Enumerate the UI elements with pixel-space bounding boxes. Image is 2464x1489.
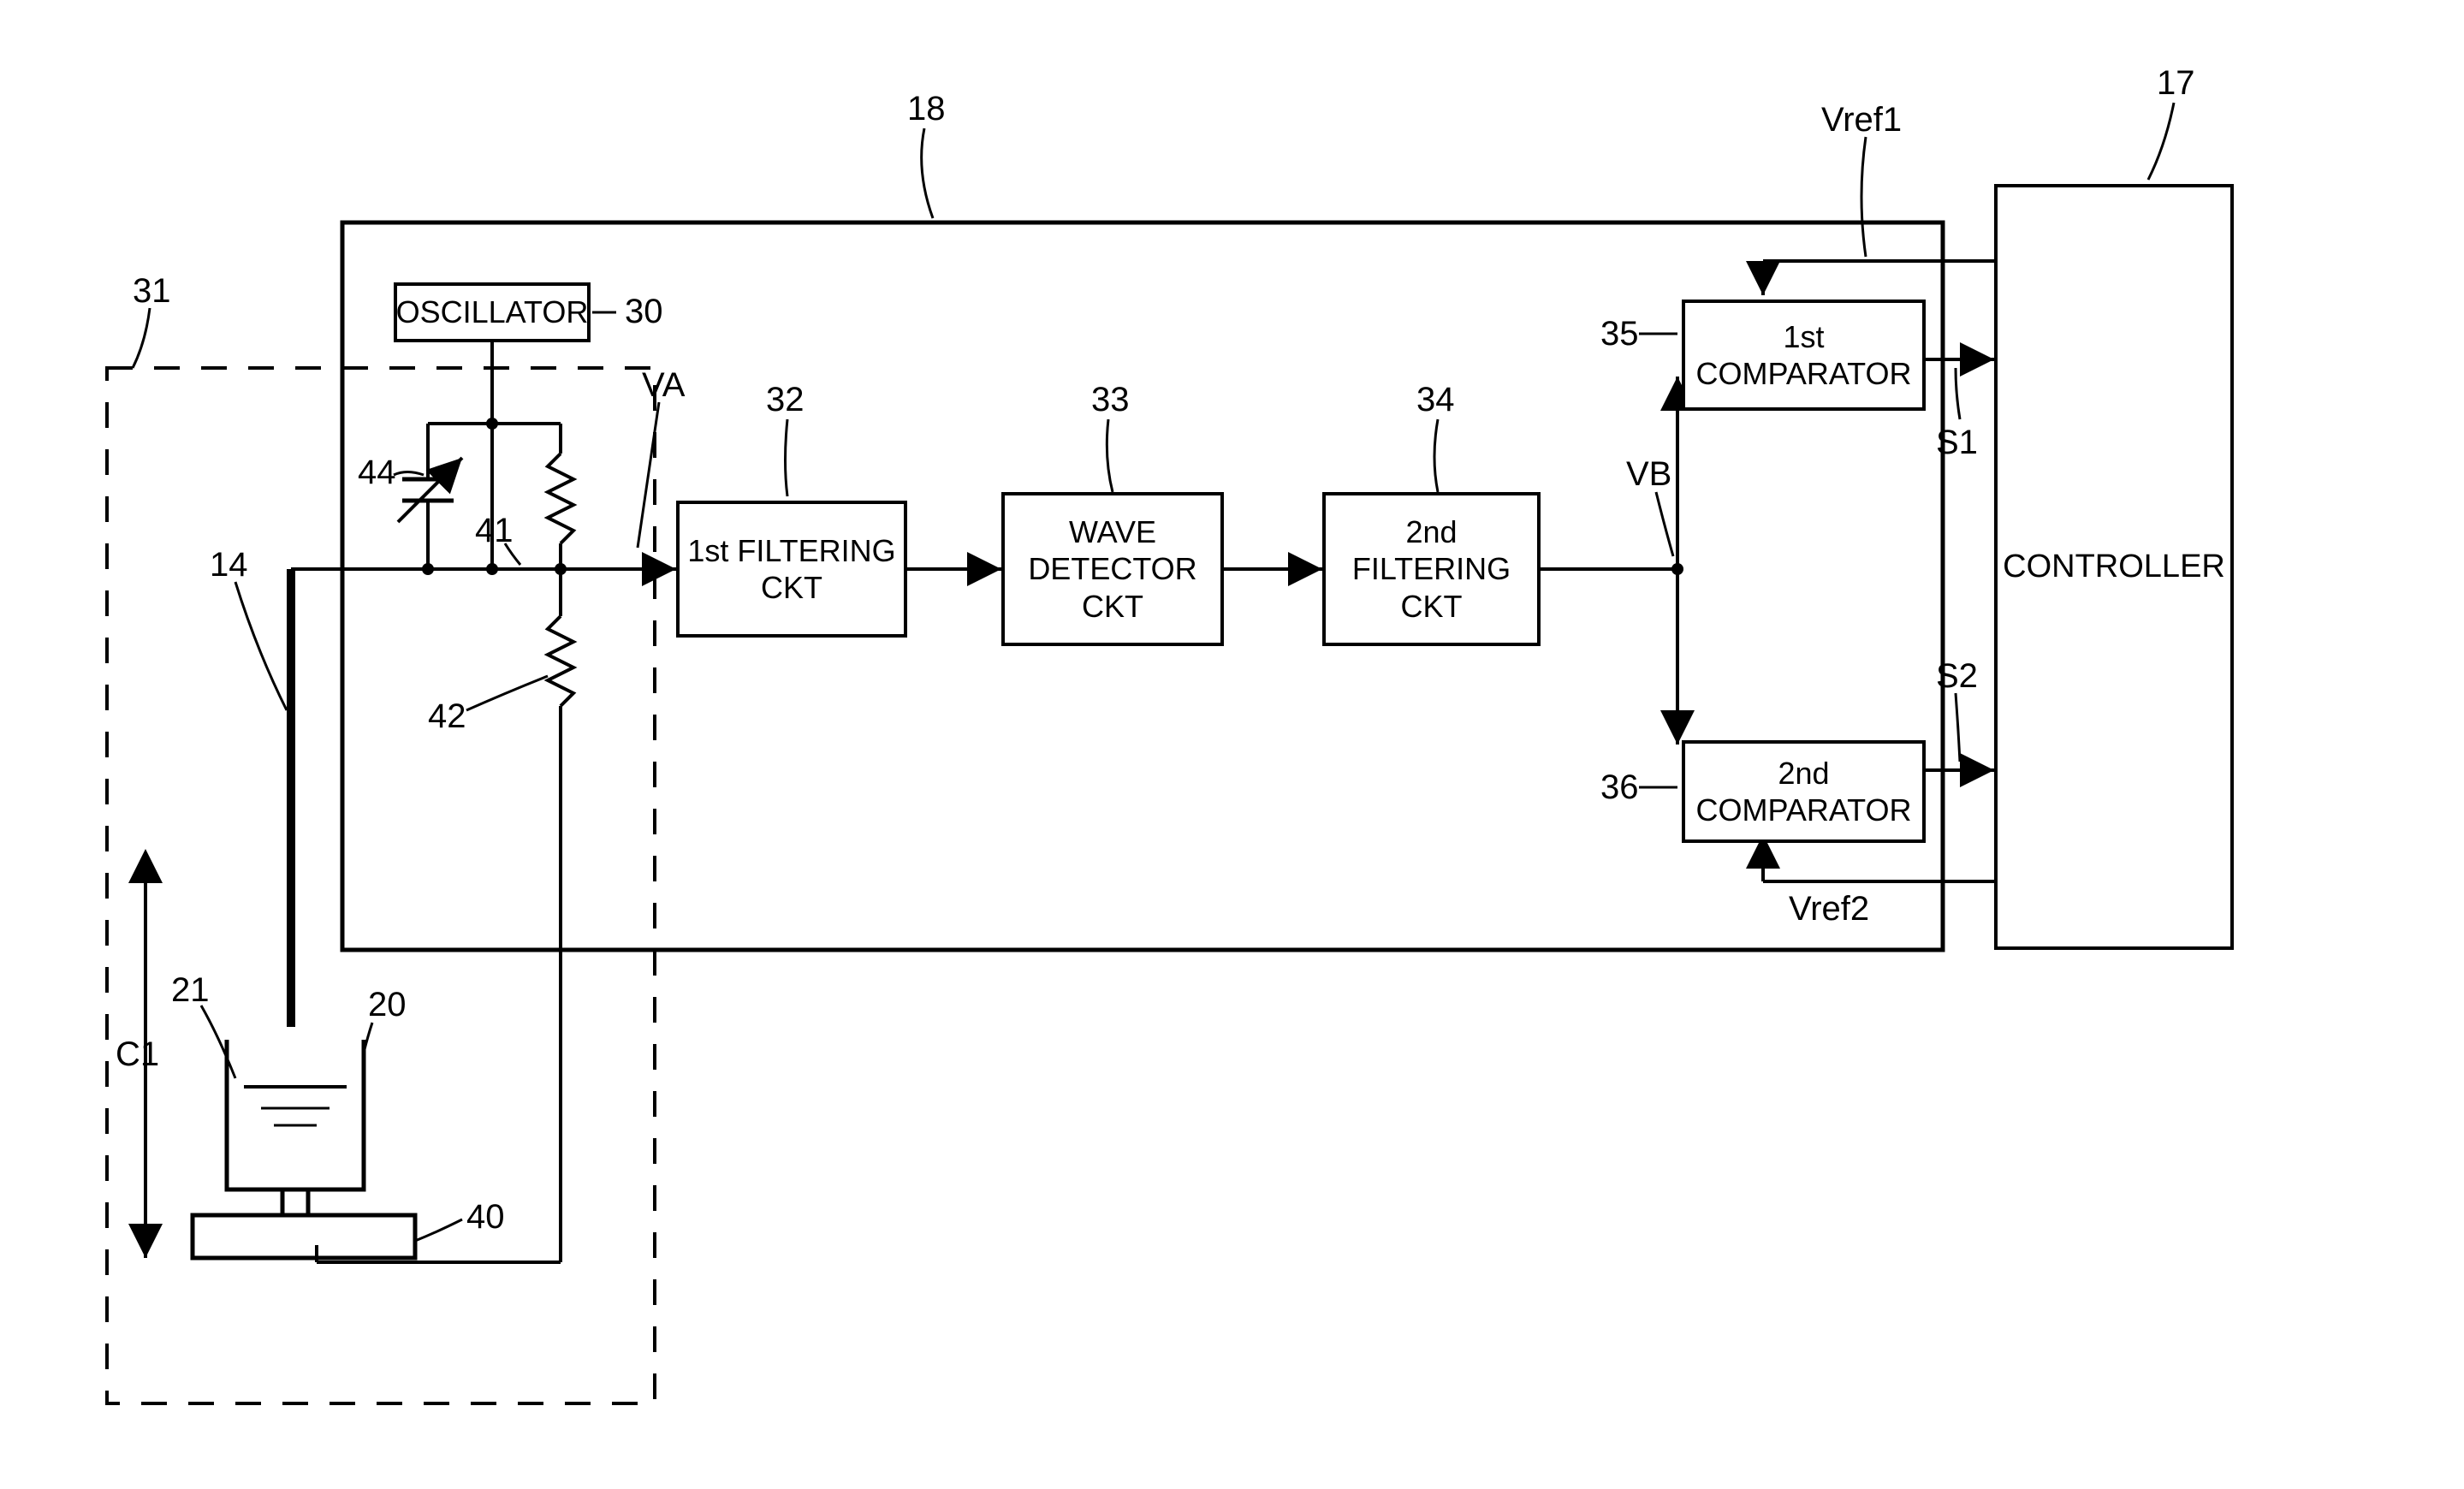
controller-label: CONTROLLER bbox=[2003, 549, 2225, 585]
comp2-label: 2nd COMPARATOR bbox=[1695, 755, 1911, 828]
detector-block: WAVE DETECTOR CKT bbox=[1001, 492, 1224, 646]
ref-30: 30 bbox=[625, 293, 663, 331]
ref-20: 20 bbox=[368, 986, 407, 1024]
oscillator-label: OSCILLATOR bbox=[396, 294, 589, 330]
ref-18: 18 bbox=[907, 90, 946, 128]
ref-42: 42 bbox=[428, 697, 466, 736]
ref-17: 17 bbox=[2157, 64, 2195, 103]
ref-35: 35 bbox=[1600, 315, 1639, 353]
sensor-region-outline bbox=[107, 368, 655, 1403]
ref-41: 41 bbox=[475, 512, 514, 550]
filter2-label: 2nd FILTERING CKT bbox=[1352, 513, 1511, 625]
controller-block: CONTROLLER bbox=[1994, 184, 2234, 950]
ref-32: 32 bbox=[766, 381, 805, 419]
ref-c1: C1 bbox=[116, 1035, 159, 1074]
ref-34: 34 bbox=[1416, 381, 1455, 419]
ref-36: 36 bbox=[1600, 768, 1639, 807]
oscillator-block: OSCILLATOR bbox=[394, 282, 591, 342]
ref-44: 44 bbox=[358, 454, 396, 492]
ref-33: 33 bbox=[1091, 381, 1130, 419]
filter2-block: 2nd FILTERING CKT bbox=[1322, 492, 1541, 646]
ref-40: 40 bbox=[466, 1198, 505, 1237]
signal-va: VA bbox=[642, 366, 685, 405]
comp1-block: 1st COMPARATOR bbox=[1682, 300, 1926, 411]
filter1-label: 1st FILTERING CKT bbox=[687, 532, 895, 606]
signal-s2: S2 bbox=[1936, 657, 1978, 696]
ref-14: 14 bbox=[210, 546, 248, 584]
signal-vref2: Vref2 bbox=[1789, 890, 1869, 928]
signal-vb: VB bbox=[1626, 455, 1671, 494]
comp1-label: 1st COMPARATOR bbox=[1695, 318, 1911, 392]
comp2-block: 2nd COMPARATOR bbox=[1682, 740, 1926, 843]
ref-21: 21 bbox=[171, 971, 210, 1010]
signal-s1: S1 bbox=[1936, 424, 1978, 462]
detector-label: WAVE DETECTOR CKT bbox=[1028, 513, 1196, 625]
ref-31: 31 bbox=[133, 272, 171, 311]
signal-vref1: Vref1 bbox=[1821, 101, 1902, 139]
filter1-block: 1st FILTERING CKT bbox=[676, 501, 907, 638]
